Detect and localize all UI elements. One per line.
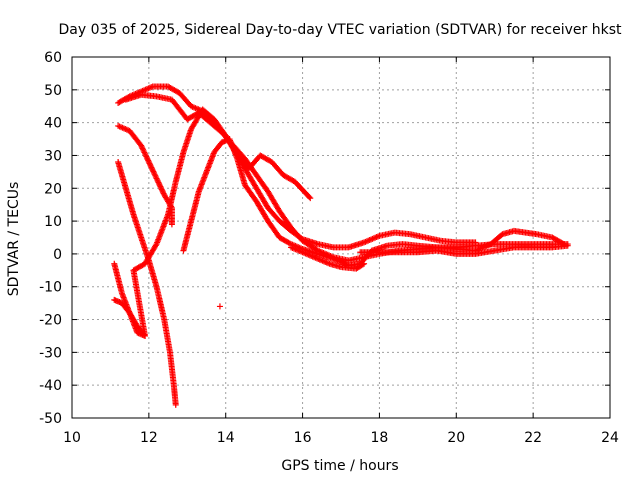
data-point (138, 143, 145, 150)
data-point (156, 180, 163, 187)
data-point (149, 167, 156, 174)
y-tick-label: -40 (39, 378, 62, 394)
data-point (149, 165, 156, 172)
y-tick-label: -30 (39, 345, 62, 361)
data-point (150, 168, 157, 175)
data-point (159, 189, 166, 196)
x-axis-label: GPS time / hours (281, 458, 398, 474)
data-point (150, 169, 157, 176)
data-point (307, 195, 314, 202)
data-point (152, 174, 159, 181)
x-tick-label: 12 (140, 430, 158, 446)
data-point (143, 154, 150, 161)
series-track-8 (288, 244, 366, 272)
x-tick-label: 10 (63, 430, 81, 446)
y-axis-label: SDTVAR / TECUs (6, 182, 22, 297)
data-point (146, 160, 153, 167)
data-point (152, 172, 159, 179)
data-point (138, 142, 145, 149)
data-point (216, 303, 223, 310)
series-track-3 (115, 122, 175, 226)
data-point (142, 332, 149, 339)
data-point (168, 221, 175, 228)
data-point (158, 184, 165, 191)
y-tick-label: 40 (44, 116, 62, 132)
data-point (139, 145, 146, 152)
grid (72, 57, 610, 418)
y-tick-label: -20 (39, 313, 62, 329)
data-point (154, 176, 161, 183)
y-tick-label: 30 (44, 148, 62, 164)
data-point (148, 164, 155, 171)
axis-ticks: 10 12 14 16 18 20 22 24 -50 -40 -30 -20 -10 0 10 20 30 40… (39, 50, 619, 446)
data-point (286, 240, 293, 247)
data-point (147, 163, 154, 170)
data-point (153, 175, 160, 182)
series-track-1 (115, 83, 478, 251)
x-tick-label: 16 (294, 430, 312, 446)
x-tick-label: 18 (371, 430, 389, 446)
chart-title: Day 035 of 2025, Sidereal Day-to-day VTE… (59, 22, 622, 38)
data-point (145, 157, 152, 164)
y-tick-label: -10 (39, 280, 62, 296)
data-points (111, 83, 571, 408)
series-track-9 (357, 242, 570, 257)
data-point (361, 260, 368, 267)
data-point (157, 183, 164, 190)
x-tick-label: 22 (524, 430, 542, 446)
x-tick-label: 20 (447, 430, 465, 446)
data-point (144, 156, 151, 163)
series-track-4 (115, 159, 179, 407)
data-point (142, 152, 149, 159)
series-track-7 (111, 296, 147, 339)
data-point (172, 401, 179, 408)
data-point (140, 146, 147, 153)
data-point (143, 153, 150, 160)
data-point (154, 178, 161, 185)
data-point (564, 242, 571, 249)
data-point (145, 159, 152, 166)
data-point (142, 150, 149, 157)
data-point (359, 261, 366, 268)
data-point (147, 161, 154, 168)
y-tick-label: 20 (44, 181, 62, 197)
y-tick-label: -50 (39, 411, 62, 427)
data-point (151, 171, 158, 178)
data-point (155, 179, 162, 186)
plot-frame (71, 56, 611, 419)
x-tick-label: 14 (217, 430, 235, 446)
data-point (152, 242, 159, 249)
data-point (140, 148, 147, 155)
y-tick-label: 50 (44, 83, 62, 99)
x-tick-label: 24 (601, 430, 619, 446)
data-point (159, 187, 166, 194)
data-point (156, 182, 163, 189)
data-point (158, 186, 165, 193)
data-point (141, 149, 148, 156)
y-tick-label: 0 (53, 247, 62, 263)
y-tick-label: 60 (44, 50, 62, 66)
y-tick-label: 10 (44, 214, 62, 230)
data-point (306, 194, 313, 201)
series-track-6 (180, 136, 566, 269)
